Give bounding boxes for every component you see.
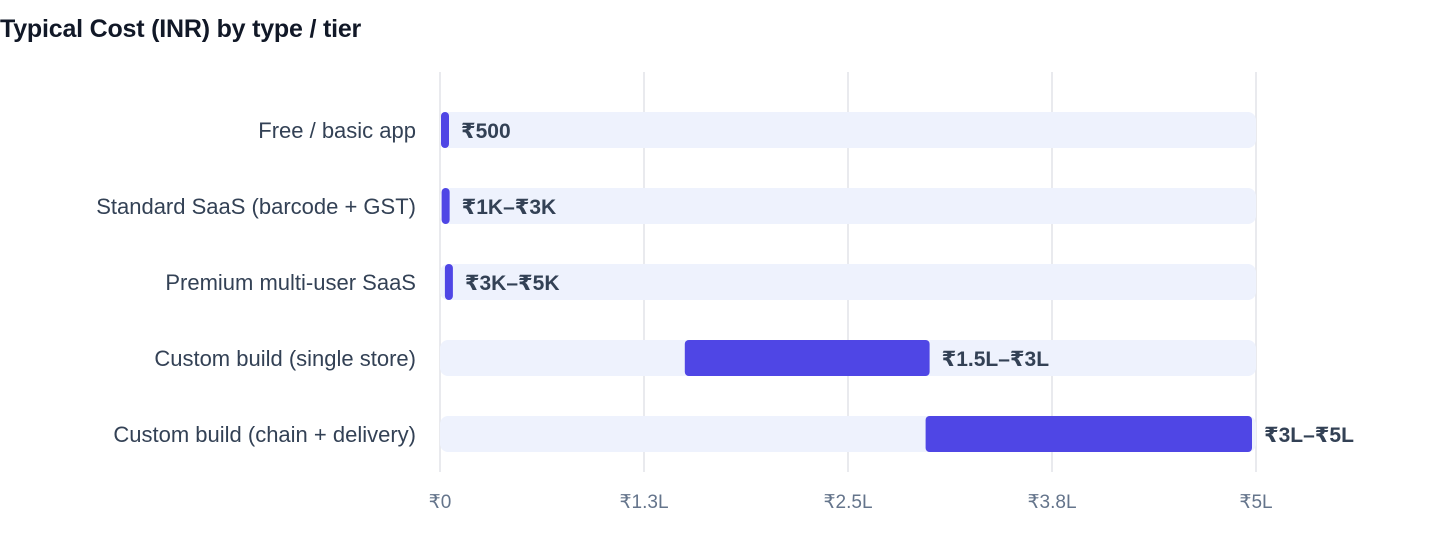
x-tick-label: ₹0 [429, 492, 452, 513]
bar-row: Custom build (single store) ₹1.5L–₹3L [154, 340, 1256, 376]
value-label: ₹1K–₹3K [462, 196, 557, 219]
x-axis-ticks: ₹0 ₹1.3L ₹2.5L ₹3.8L ₹5L [429, 492, 1273, 513]
category-label: Custom build (single store) [154, 346, 416, 371]
range-bar [684, 340, 930, 376]
category-label: Free / basic app [258, 118, 416, 143]
chart-title: Typical Cost (INR) by type / tier [0, 15, 362, 43]
category-label: Standard SaaS (barcode + GST) [96, 194, 416, 219]
range-bar [441, 188, 450, 224]
bar-rows: Free / basic app ₹500 Standard SaaS (barco… [96, 112, 1354, 452]
range-bar [444, 264, 453, 300]
x-tick-label: ₹3.8L [1027, 492, 1076, 513]
value-label: ₹3K–₹5K [465, 272, 560, 295]
value-label: ₹3L–₹5L [1264, 424, 1354, 447]
category-label: Custom build (chain + delivery) [113, 422, 416, 447]
bar-track [440, 264, 1256, 300]
range-bar [925, 416, 1252, 452]
bar-row: Standard SaaS (barcode + GST) ₹1K–₹3K [96, 188, 1256, 224]
bar-row: Premium multi-user SaaS ₹3K–₹5K [165, 264, 1256, 300]
x-tick-label: ₹1.3L [619, 492, 668, 513]
x-tick-label: ₹5L [1239, 492, 1272, 513]
value-label: ₹1.5L–₹3L [942, 348, 1050, 371]
category-label: Premium multi-user SaaS [165, 270, 416, 295]
bar-track [440, 112, 1256, 148]
value-label: ₹500 [461, 120, 511, 143]
bar-row: Custom build (chain + delivery) ₹3L–₹5L [113, 416, 1354, 452]
bar-row: Free / basic app ₹500 [258, 112, 1256, 148]
bar-track [440, 188, 1256, 224]
x-tick-label: ₹2.5L [823, 492, 872, 513]
range-bar [441, 112, 449, 148]
